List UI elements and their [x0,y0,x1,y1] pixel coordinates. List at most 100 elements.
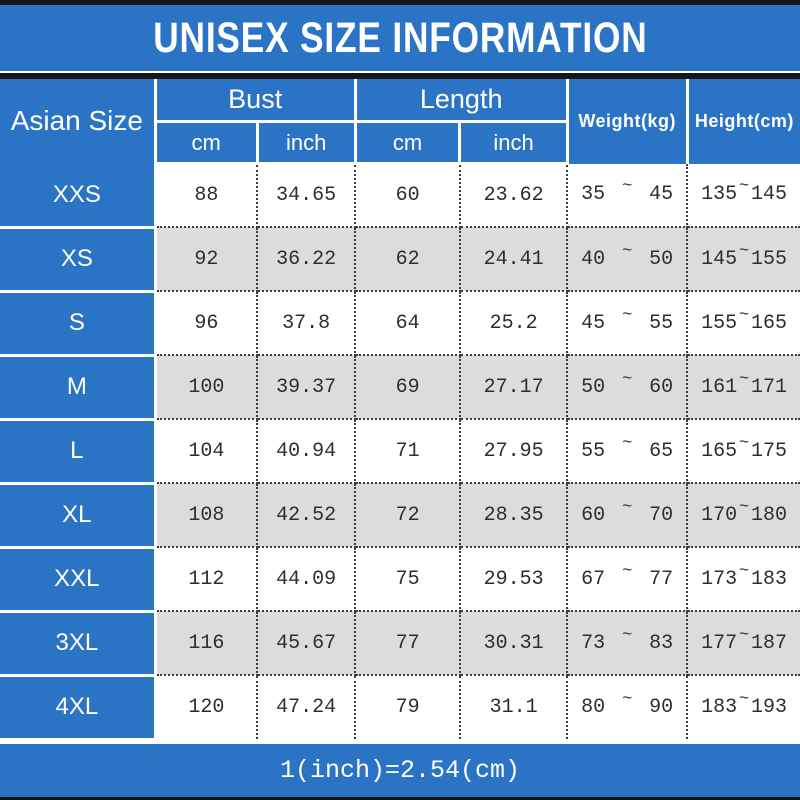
conversion-note: 1(inch)=2.54(cm) [279,755,521,785]
length-cm-cell: 62 [354,226,461,292]
corner-header-asian-size: Asian Size [0,79,157,164]
range-tilde: ~ [738,177,750,197]
length-inch-cell: 27.95 [458,418,569,484]
height-range-cell: 165 ~175 [686,418,800,484]
bust-inch-cell: 47.24 [256,674,357,739]
weight-range-cell: 40 ~50 [566,226,689,292]
range: 161 ~171 [688,370,800,399]
length-inch-cell: 25.2 [458,290,569,356]
weight-range-cell: 35 ~45 [566,163,689,228]
range-tilde: ~ [738,690,750,709]
range-max: 50 [649,247,674,271]
subheader-bust-inch: inch [255,120,357,165]
range-tilde: ~ [738,625,750,645]
size-cell: 3XL [0,611,157,677]
range-tilde: ~ [622,369,633,389]
range-max: 175 [750,439,787,463]
weight-range-cell: 55 ~65 [566,418,689,484]
table-row: S 96 37.8 64 25.2 45 ~55 155 ~165 [0,290,800,357]
range-min: 35 [581,183,606,207]
range-min: 173 [701,567,738,591]
range-min: 45 [581,311,606,335]
range-min: 145 [701,247,738,271]
header-weight: Weight(kg) [565,79,689,164]
range-min: 165 [701,439,738,463]
subheader-bust-cm: cm [155,120,259,165]
range-max: 70 [649,503,674,527]
range: 80 ~90 [568,690,686,719]
range-min: 50 [581,375,606,399]
range: 40 ~50 [568,242,686,271]
range-max: 77 [649,567,674,591]
range: 173 ~183 [688,562,800,591]
range: 165 ~175 [688,434,800,463]
table-row: XXS 88 34.65 60 23.62 35 ~45 135 ~145 [0,163,800,229]
range-tilde: ~ [738,433,750,453]
title-separator-bar [0,73,800,79]
range-max: 193 [750,696,787,719]
range: 55 ~65 [568,434,686,463]
height-range-cell: 177 ~187 [686,610,800,676]
range-tilde: ~ [622,241,633,261]
bust-cm-cell: 96 [154,290,259,356]
length-inch-cell: 29.53 [458,546,569,612]
range-min: 177 [701,631,738,655]
range-max: 55 [649,311,674,335]
range-min: 60 [581,503,606,527]
title-band: UNISEX SIZE INFORMATION [0,5,800,73]
weight-range-cell: 80 ~90 [566,674,689,739]
size-cell: M [0,355,157,421]
bust-inch-cell: 40.94 [256,418,357,484]
range-max: 155 [750,247,787,271]
range-tilde: ~ [622,433,633,453]
range-min: 80 [581,696,606,719]
range-max: 171 [750,375,787,399]
length-inch-cell: 30.31 [458,610,569,676]
range: 73 ~83 [568,626,686,655]
range-max: 180 [750,503,787,527]
length-cm-cell: 72 [354,482,461,548]
range-min: 73 [581,631,606,655]
range-min: 183 [701,696,738,719]
height-range-cell: 173 ~183 [686,546,800,612]
table-row: XL 108 42.52 72 28.35 60 ~70 170 ~180 [0,482,800,549]
range-min: 67 [581,567,606,591]
range: 170 ~180 [688,498,800,527]
range: 135 ~145 [688,177,800,206]
range-tilde: ~ [738,305,750,325]
range-max: 183 [750,567,787,591]
footer-band: 1(inch)=2.54(cm) [0,743,800,797]
range: 35 ~45 [568,177,686,207]
height-range-cell: 183 ~193 [686,674,800,739]
weight-range-cell: 60 ~70 [566,482,689,548]
table-row: XXL 112 44.09 75 29.53 67 ~77 173 ~183 [0,546,800,613]
header-height: Height(cm) [685,79,800,164]
table-row: XS 92 36.22 62 24.41 40 ~50 145 ~155 [0,226,800,293]
group-header-bust: Bust [153,79,357,123]
length-inch-cell: 27.17 [458,354,569,420]
top-border-bar [0,0,800,5]
length-cm-cell: 69 [354,354,461,420]
bust-cm-cell: 120 [154,674,259,739]
bust-inch-cell: 45.67 [256,610,357,676]
weight-range-cell: 45 ~55 [566,290,689,356]
length-cm-cell: 71 [354,418,461,484]
height-range-cell: 135 ~145 [686,163,800,228]
range-max: 45 [649,183,674,207]
table-row: M 100 39.37 69 27.17 50 ~60 161 ~171 [0,354,800,421]
length-cm-cell: 64 [354,290,461,356]
range-min: 170 [701,503,738,527]
length-inch-cell: 24.41 [458,226,569,292]
bust-inch-cell: 37.8 [256,290,357,356]
bust-cm-cell: 104 [154,418,259,484]
range: 45 ~55 [568,306,686,335]
size-table-body: XXS 88 34.65 60 23.62 35 ~45 135 ~145 XS 92 36.22 62… [0,163,800,741]
length-inch-cell: 28.35 [458,482,569,548]
range-max: 187 [750,631,787,655]
range-tilde: ~ [622,177,633,197]
bust-inch-cell: 34.65 [256,163,357,228]
weight-range-cell: 50 ~60 [566,354,689,420]
range: 183 ~193 [688,690,800,719]
range-max: 165 [750,311,787,335]
height-range-cell: 161 ~171 [686,354,800,420]
